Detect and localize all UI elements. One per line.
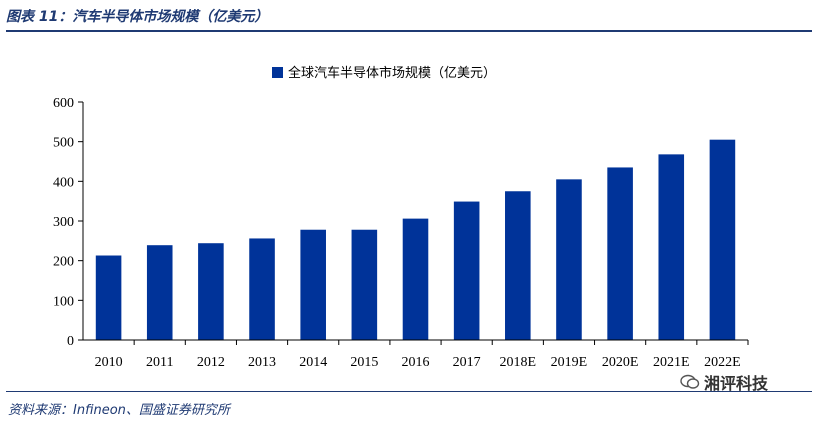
- legend-label: 全球汽车半导体市场规模（亿美元）: [288, 65, 496, 81]
- y-tick-label: 500: [53, 136, 74, 151]
- bar-2011: [146, 245, 173, 340]
- y-axis: 0 100 200 300 400 500 600: [53, 96, 84, 349]
- footer-divider: [6, 391, 812, 392]
- x-tick-label: 2019E: [551, 355, 588, 370]
- x-tick-label: 2018E: [500, 355, 537, 370]
- y-tick-label: 0: [67, 334, 74, 349]
- watermark: 湘评科技: [680, 370, 768, 394]
- bar-2014: [300, 229, 326, 340]
- y-tick-label: 400: [53, 175, 74, 190]
- y-tick-label: 300: [53, 215, 74, 230]
- y-tick-label: 200: [53, 255, 74, 270]
- bar-series: [95, 139, 736, 340]
- source-note: 资料来源：Infineon、国盛证券研究所: [8, 403, 230, 418]
- y-tick-label: 100: [53, 294, 74, 309]
- bar-2018E: [505, 191, 531, 340]
- bar-2019E: [556, 179, 582, 340]
- bar-2013: [249, 238, 275, 340]
- x-tick-label: 2012: [197, 355, 225, 370]
- x-tick-label: 2014: [299, 355, 327, 370]
- legend-swatch: [272, 67, 283, 78]
- wechat-icon: [680, 374, 700, 389]
- bar-2021E: [658, 154, 685, 340]
- bar-2010: [95, 255, 122, 340]
- x-axis: 2010 2011 2012 2013 2014 2015 2016 2017 2018E 201…: [83, 339, 749, 370]
- chart-legend: 全球汽车半导体市场规模（亿美元）: [272, 65, 496, 81]
- x-tick-label: 2015: [350, 355, 378, 370]
- bar-2015: [351, 229, 378, 340]
- x-tick-label: 2016: [402, 355, 430, 370]
- bar-2012: [198, 243, 224, 340]
- title-divider: [6, 30, 812, 32]
- x-tick-label: 2017: [453, 355, 481, 370]
- bar-2016: [402, 218, 429, 340]
- watermark-text: 湘评科技: [704, 374, 769, 393]
- x-tick-label: 2020E: [602, 355, 639, 370]
- x-tick-label: 2022E: [704, 355, 741, 370]
- x-tick-label: 2010: [95, 355, 123, 370]
- x-tick-label: 2013: [248, 355, 276, 370]
- bar-2020E: [607, 167, 633, 340]
- x-tick-label: 2011: [146, 355, 173, 370]
- bar-2022E: [709, 139, 736, 340]
- x-tick-label: 2021E: [653, 355, 690, 370]
- y-tick-label: 600: [53, 96, 74, 111]
- figure-title: 图表 11：汽车半导体市场规模（亿美元）: [6, 9, 269, 25]
- bar-2017: [453, 201, 480, 340]
